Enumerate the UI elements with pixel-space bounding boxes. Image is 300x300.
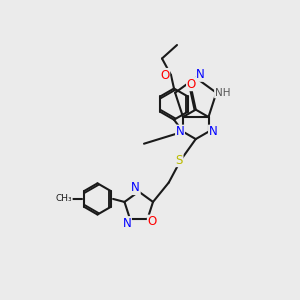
Text: N: N [176, 125, 184, 138]
Text: N: N [208, 125, 217, 138]
Text: S: S [176, 154, 183, 166]
Text: N: N [196, 68, 205, 81]
Text: N: N [131, 182, 140, 194]
Text: O: O [160, 68, 169, 82]
Text: CH₃: CH₃ [56, 194, 72, 203]
Text: NH: NH [214, 88, 230, 98]
Text: N: N [123, 217, 131, 230]
Text: O: O [187, 78, 196, 91]
Text: O: O [147, 215, 157, 228]
